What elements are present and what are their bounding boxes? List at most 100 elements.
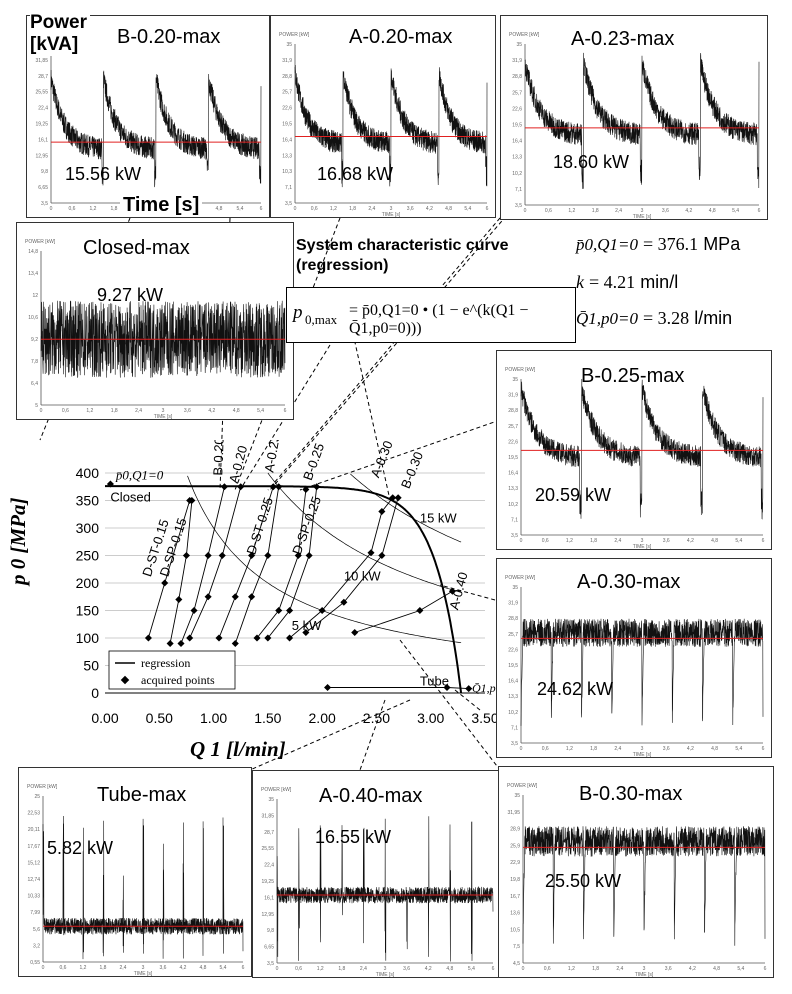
inset-y-tick: 5: [35, 403, 38, 409]
inset-a023: 3,5 7,1 10,2 13,3 16,4 19,5 22,6 25,7 28,8 31,9 35…: [500, 15, 768, 220]
time-axis-label: Time [s]: [120, 194, 203, 217]
inset-mean-value: 16.55 kW: [315, 827, 392, 847]
inset-x-tick: 4,8: [711, 538, 718, 544]
inset-y-tick: 19,8: [510, 877, 520, 883]
inset-x-tick: 3: [641, 538, 644, 544]
valve-series-line: [218, 486, 274, 639]
inset-title: Closed-max: [83, 237, 190, 259]
acquired-point: [182, 551, 190, 560]
acquired-point: [231, 639, 239, 648]
inset-y-tick: 3,5: [515, 203, 522, 209]
inset-plot-a023: 3,57,110,213,316,419,522,625,728,831,935…: [509, 32, 761, 219]
inset-y-tick: 10,2: [512, 171, 522, 177]
acquired-point: [161, 579, 169, 587]
inset-y-tick: 25,55: [261, 846, 274, 852]
acquired-point: [302, 485, 310, 494]
param-p-label: p̄0,Q1=0: [576, 235, 638, 254]
inset-a040: 3,5 6,65 9,8 12,95 16,1 19,25 22,4 25,55 28,7 31,…: [252, 770, 502, 978]
inset-power-trace: [524, 52, 760, 189]
inset-power-trace: [522, 825, 766, 946]
y-axis-label: p 0 [MPa]: [6, 497, 30, 586]
inset-y-tick: 22,4: [38, 106, 48, 112]
y-tick-label: 400: [76, 465, 100, 481]
inset-x-tick: 1,2: [566, 746, 573, 752]
inset-x-tick: 3,6: [403, 966, 410, 972]
inset-y-tick: 3,2: [33, 943, 40, 949]
equation-lhs: p: [293, 302, 303, 323]
inset-y-tick: 19,5: [512, 123, 522, 129]
acquired-point: [313, 483, 321, 491]
inset-x-tick: 2,4: [368, 206, 375, 212]
inset-y-tick: 3,5: [511, 533, 518, 539]
inset-b030: 4,5 7,5 10,5 13,6 16,7 19,8 22,9 25,9 28,9 31,95 3…: [498, 766, 774, 978]
inset-y-tick: 35: [286, 42, 292, 48]
inset-plot-closed: 5 6,4 7,8 9,2 10,6 12 13,4 14,8 0 0,6 1,2 1,8 2,4 3 3,…: [25, 239, 287, 419]
x-tick-label: 0.00: [91, 710, 118, 726]
inset-x-tick: 3,6: [407, 206, 414, 212]
inset-y-tick: 28,8: [508, 408, 518, 414]
acquired-point: [264, 551, 272, 560]
inset-y-tick: 19,25: [35, 122, 48, 128]
inset-x-tick: 1,8: [349, 206, 356, 212]
inset-x-tick: 4,2: [208, 408, 215, 414]
acquired-point: [248, 551, 256, 560]
inset-y-tick: 6,65: [264, 945, 274, 951]
inset-x-tick: 1,2: [86, 408, 93, 414]
acquired-point: [264, 634, 272, 642]
inset-y-tick: 9,2: [31, 337, 38, 343]
power-axis-label: Power [kVA]: [30, 12, 90, 56]
inset-x-tick: 4,8: [200, 965, 207, 971]
inset-x-tick: 5,4: [237, 206, 244, 212]
inset-x-tick: 1,2: [317, 966, 324, 972]
inset-y-tick: 25,7: [282, 90, 292, 96]
system-characteristic-chart: 0 50 100 150 200 250 300 350 400 0.00 0.50 1.00 1.50…: [76, 440, 500, 726]
inset-x-tick: 4,8: [711, 746, 718, 752]
inset-y-tick: 35: [516, 42, 522, 48]
inset-y-tick: 7,1: [285, 185, 292, 191]
valve-series-line: [354, 590, 453, 633]
iso-power-curve: [267, 472, 462, 593]
acquired-point: [286, 606, 294, 615]
inset-title: A-0.40-max: [319, 785, 423, 807]
inset-y-tick: 12: [32, 293, 38, 299]
inset-x-tick: 0: [520, 538, 523, 544]
inset-title: A-0.30-max: [577, 571, 681, 593]
inset-y-tick: 16,1: [264, 895, 274, 901]
inset-x-tick: 4,2: [180, 965, 187, 971]
inset-y-tick: 28,8: [282, 74, 292, 80]
inset-x-tick: 3,6: [160, 965, 167, 971]
inset-a020: 3,5 7,1 10,3 13,3 16,4 19,5 22,6 25,7 28,8 31,9 35…: [270, 15, 496, 218]
inset-tube: 0,55 3,2 5,6 7,99 10,33 12,74 15,12 17,67 20,11 2…: [18, 767, 252, 977]
acquired-point: [389, 494, 397, 502]
inset-title: A-0.20-max: [349, 26, 453, 48]
iso-power-label: 15 kW: [420, 511, 458, 526]
inset-x-tick: 6: [242, 965, 245, 971]
inset-x-tick: 0,6: [542, 538, 549, 544]
inset-x-tick: 6: [260, 206, 263, 212]
inset-x-tick: 0,6: [542, 746, 549, 752]
inset-x-tick: 0: [520, 746, 523, 752]
inset-y-tick: 4,5: [513, 961, 520, 967]
acquired-point: [275, 483, 283, 491]
inset-x-tick: 2,4: [120, 965, 127, 971]
inset-y-tick: 14,8: [28, 249, 38, 255]
inset-power-trace: [50, 69, 262, 188]
inset-y-tick: 9,8: [267, 928, 274, 934]
param-k-label: k: [576, 272, 584, 292]
param-p-value: = 376.1: [643, 234, 699, 254]
inset-y-tick: 22,6: [512, 106, 522, 112]
x-axis-label: Q 1 [l/min]: [190, 737, 286, 761]
inset-x-tick: 5,4: [735, 746, 742, 752]
inset-y-tick: 35: [268, 797, 274, 803]
param-q-unit: l/min: [694, 308, 733, 328]
valve-series-line: [234, 486, 280, 644]
acquired-point: [186, 634, 194, 642]
inset-x-tick: 6: [492, 966, 495, 972]
inset-time-axis-title: TIME [s]: [376, 972, 395, 977]
inset-x-tick: 0: [40, 408, 43, 414]
regression-curve: [105, 485, 463, 694]
acquired-point: [188, 496, 196, 505]
inset-x-tick: 4,2: [425, 966, 432, 972]
inset-y-tick: 19,5: [508, 663, 518, 669]
inset-x-tick: 6: [284, 408, 287, 414]
